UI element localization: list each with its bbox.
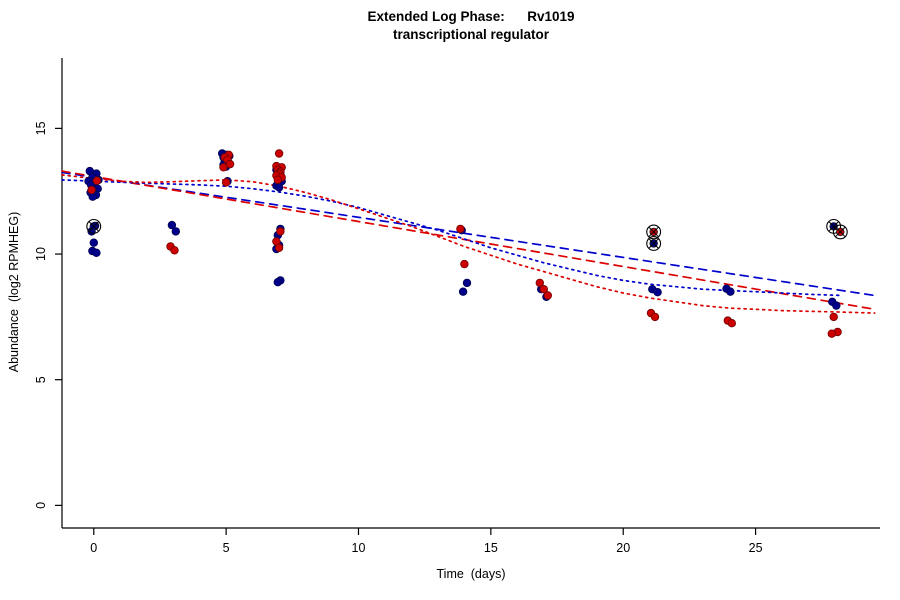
red-replicates-point [273,175,282,185]
y-tick-label: 0 [34,502,48,509]
outlier-cross [835,226,846,238]
chart-title: Extended Log Phase: Rv1019 [367,9,575,24]
outlier-ring [646,224,662,240]
blue-replicates-point [171,227,180,236]
x-tick-label: 0 [90,541,97,555]
red-replicates-point [274,243,284,252]
red-replicates-point [727,319,736,328]
blue-replicates-point [167,220,177,230]
outlier-cross [648,238,659,249]
red-replicates-point [829,312,838,322]
blue-replicates-point [726,287,735,296]
red-replicates-point [221,178,231,187]
red-replicates-point [535,278,544,288]
y-tick-label: 15 [34,121,48,135]
red-replicates-point [170,246,179,255]
x-tick-label: 20 [616,541,630,555]
outlier-cross [88,221,100,232]
x-tick-label: 10 [352,541,366,555]
red-replicates-point [87,185,96,195]
red-linear-fit-line [61,170,876,311]
blue-replicates-point [832,301,841,310]
blue-replicates-point [92,248,101,257]
x-axis-label: Time (days) [436,567,506,581]
red-replicates-point [92,176,102,185]
outlier-ring [832,224,848,240]
outlier-ring [646,236,662,251]
x-tick-label: 5 [223,541,230,555]
y-tick-label: 5 [34,376,48,383]
red-replicates-point [456,224,465,234]
y-tick-label: 10 [34,247,48,261]
outlier-ring [86,218,102,234]
blue-replicates-point [89,238,98,247]
outlier-cross [648,226,659,238]
red-replicates-point [225,159,235,169]
blue-smooth-fit-line [61,179,844,297]
red-replicates-point [543,291,552,300]
blue-replicates-point [273,278,282,287]
red-replicates-point [650,312,660,322]
red-replicates-point [219,163,228,172]
outlier-cross [828,221,839,232]
red-replicates-point [827,329,836,338]
red-replicates-point [539,285,548,294]
red-replicates-point [274,149,284,158]
blue-linear-fit-line [61,171,876,297]
blue-replicates-point [458,287,468,296]
blue-replicates-point [653,288,662,297]
x-tick-label: 15 [484,541,498,555]
blue-replicates-point [274,183,284,192]
chart-subtitle: transcriptional regulator [392,27,550,42]
x-tick-label: 25 [749,541,763,555]
red-replicates-point [276,227,285,236]
blue-replicates-point [462,278,472,288]
red-smooth-fit-line [61,174,876,314]
red-replicates-point [460,259,469,269]
